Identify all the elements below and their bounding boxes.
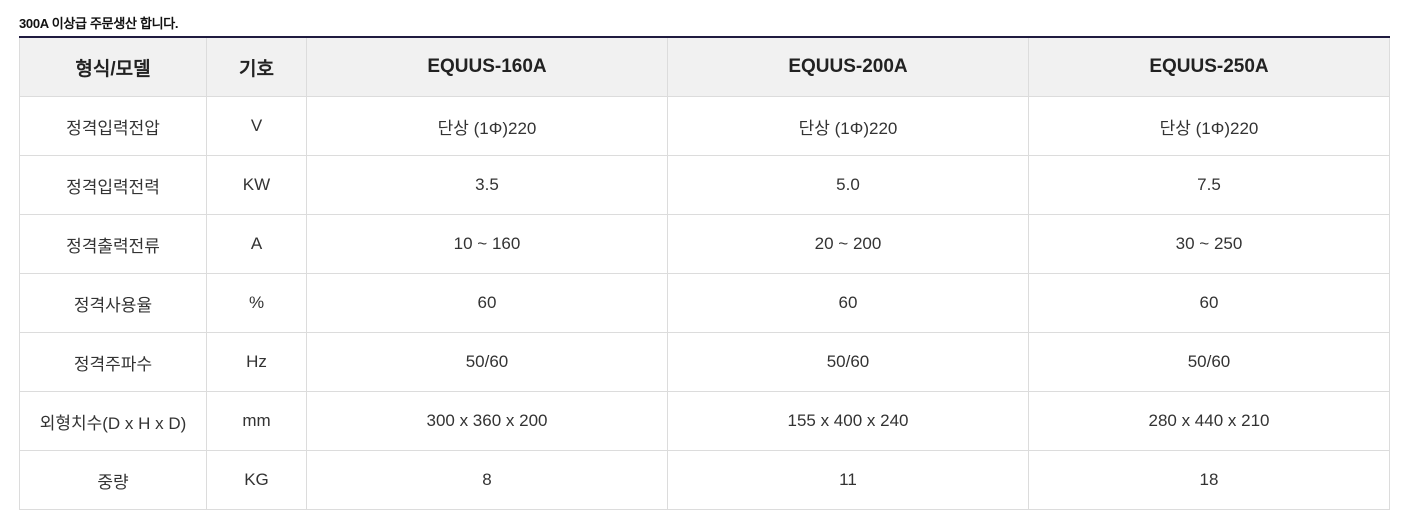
table-row: 정격출력전류 A 10 ~ 160 20 ~ 200 30 ~ 250 (19, 214, 1390, 274)
table-row: 외형치수(D x H x D) mm 300 x 360 x 200 155 x… (19, 391, 1390, 451)
row-symbol: KG (206, 450, 307, 510)
table-cell: 단상 (1Φ)220 (667, 96, 1029, 156)
row-symbol: mm (206, 391, 307, 451)
table-cell: 60 (667, 273, 1029, 333)
table-cell: 60 (306, 273, 668, 333)
table-cell: 10 ~ 160 (306, 214, 668, 274)
row-label: 정격주파수 (19, 332, 207, 392)
table-cell: 3.5 (306, 155, 668, 215)
row-symbol: Hz (206, 332, 307, 392)
table-cell: 8 (306, 450, 668, 510)
header-equus-160a: EQUUS-160A (306, 37, 668, 97)
spec-table: 형식/모델 기호 EQUUS-160A EQUUS-200A EQUUS-250… (19, 36, 1390, 510)
table-cell: 50/60 (306, 332, 668, 392)
row-label: 중량 (19, 450, 207, 510)
table-cell: 7.5 (1028, 155, 1390, 215)
table-cell: 18 (1028, 450, 1390, 510)
table-cell: 단상 (1Φ)220 (306, 96, 668, 156)
header-equus-200a: EQUUS-200A (667, 37, 1029, 97)
row-symbol: % (206, 273, 307, 333)
table-cell: 30 ~ 250 (1028, 214, 1390, 274)
table-cell: 20 ~ 200 (667, 214, 1029, 274)
row-symbol: KW (206, 155, 307, 215)
order-note: 300A 이상급 주문생산 합니다. (19, 16, 179, 31)
table-cell: 5.0 (667, 155, 1029, 215)
table-cell: 60 (1028, 273, 1390, 333)
row-label: 정격입력전력 (19, 155, 207, 215)
table-cell: 300 x 360 x 200 (306, 391, 668, 451)
row-symbol: A (206, 214, 307, 274)
row-label: 정격입력전압 (19, 96, 207, 156)
table-cell: 50/60 (1028, 332, 1390, 392)
table-cell: 11 (667, 450, 1029, 510)
row-label: 외형치수(D x H x D) (19, 391, 207, 451)
row-label: 정격출력전류 (19, 214, 207, 274)
table-header-row: 형식/모델 기호 EQUUS-160A EQUUS-200A EQUUS-250… (19, 37, 1390, 97)
row-symbol: V (206, 96, 307, 156)
table-row: 정격주파수 Hz 50/60 50/60 50/60 (19, 332, 1390, 392)
table-row: 정격입력전압 V 단상 (1Φ)220 단상 (1Φ)220 단상 (1Φ)22… (19, 96, 1390, 156)
header-equus-250a: EQUUS-250A (1028, 37, 1390, 97)
header-model-type: 형식/모델 (19, 37, 207, 97)
table-row: 정격입력전력 KW 3.5 5.0 7.5 (19, 155, 1390, 215)
table-cell: 단상 (1Φ)220 (1028, 96, 1390, 156)
table-row: 중량 KG 8 11 18 (19, 450, 1390, 510)
header-symbol: 기호 (206, 37, 307, 97)
row-label: 정격사용율 (19, 273, 207, 333)
table-cell: 50/60 (667, 332, 1029, 392)
table-row: 정격사용율 % 60 60 60 (19, 273, 1390, 333)
table-cell: 280 x 440 x 210 (1028, 391, 1390, 451)
table-cell: 155 x 400 x 240 (667, 391, 1029, 451)
